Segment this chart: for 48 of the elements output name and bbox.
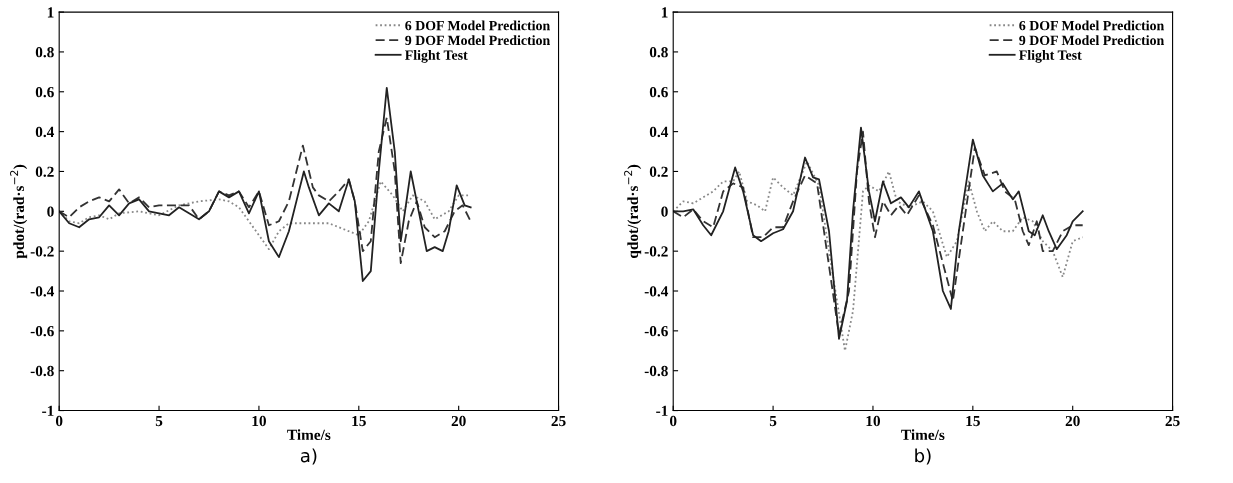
legend-label: 9 DOF Model Prediction: [405, 35, 551, 46]
y-tick-label: 0.6: [649, 86, 668, 98]
y-tick-label: -0.2: [644, 246, 668, 257]
text: b): [915, 448, 931, 465]
text: a): [300, 448, 317, 465]
line-series: [59, 86, 472, 282]
y-tick-label: -0.2: [30, 246, 54, 257]
y-tick-label: 0.6: [35, 86, 54, 98]
y-tick-label: 1: [661, 7, 668, 18]
y-tick-label: -0.6: [644, 326, 668, 337]
y-tick-label: -0.4: [30, 286, 55, 297]
x-tick-label: 15: [352, 415, 366, 427]
x-tick-label: 10: [252, 415, 266, 427]
x-axis-title: Time/s: [901, 429, 945, 441]
y-tick-label: 0.4: [35, 126, 55, 138]
y-axis-title: pdot/(rad·s$^{−2}$): [10, 164, 28, 259]
y-tick-label: 0.8: [35, 47, 54, 58]
legend-label: 6 DOF Model Prediction: [1019, 20, 1165, 31]
y-tick-label: 0: [47, 206, 54, 217]
x-tick-label: 25: [551, 415, 566, 427]
x-tick-label: 20: [1065, 415, 1080, 427]
y-tick-label: 0: [661, 206, 668, 217]
legend-label: Flight Test: [405, 50, 468, 63]
x-tick-label: 20: [451, 415, 466, 427]
legend-label: 9 DOF Model Prediction: [1019, 35, 1165, 46]
legend-label: 6 DOF Model Prediction: [405, 20, 551, 31]
y-axis-title: qdot/(rad·s$^{−2}$): [624, 164, 642, 258]
y-tick-label: -0.6: [30, 326, 54, 337]
y-tick-label: -0.4: [644, 286, 669, 297]
x-axis-title: Time/s: [287, 429, 331, 441]
x-tick-label: 15: [966, 415, 980, 427]
legend-label: Flight Test: [1019, 50, 1082, 63]
y-tick-label: -1: [42, 405, 54, 416]
x-tick-label: 0: [669, 415, 677, 427]
y-tick-label: -0.8: [30, 365, 54, 377]
x-tick-label: 25: [1165, 415, 1180, 427]
y-tick-label: 0.2: [35, 166, 54, 177]
x-tick-label: 0: [55, 415, 63, 427]
y-tick-label: 0.8: [649, 47, 668, 58]
x-tick-label: 5: [769, 416, 777, 427]
line-series: [59, 116, 472, 265]
y-tick-label: -1: [656, 405, 668, 416]
y-tick-label: -0.8: [644, 365, 668, 377]
y-tick-label: 1: [47, 7, 54, 18]
x-tick-label: 5: [155, 416, 163, 427]
y-tick-label: 0.2: [649, 166, 668, 177]
x-tick-label: 10: [866, 415, 881, 427]
y-tick-label: 0.4: [649, 126, 669, 138]
